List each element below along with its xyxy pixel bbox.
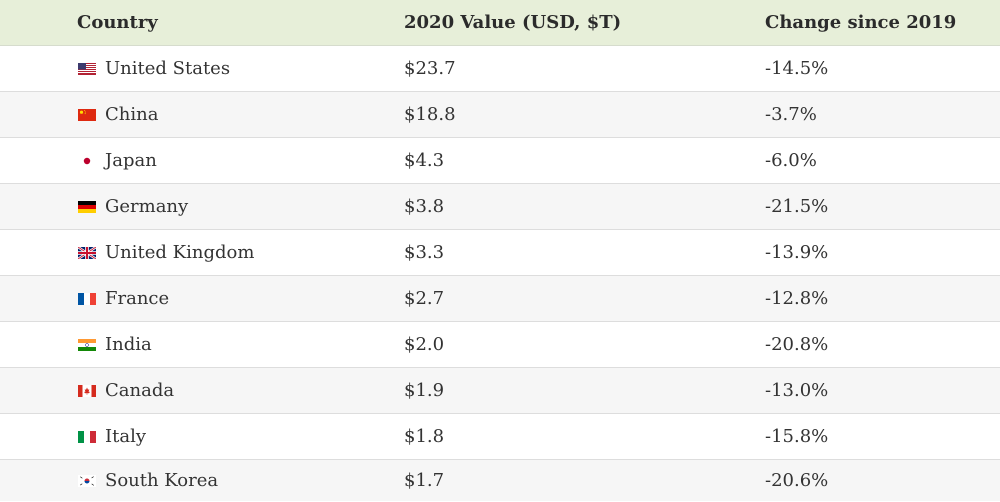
table-row: Italy $1.8 -15.8% bbox=[0, 414, 1000, 460]
country-name: France bbox=[105, 287, 170, 309]
value-cell: $1.7 bbox=[404, 469, 445, 491]
country-cell: Japan bbox=[0, 149, 404, 171]
header-country: Country bbox=[77, 11, 158, 33]
table-row: China $18.8 -3.7% bbox=[0, 92, 1000, 138]
country-cell: India bbox=[0, 333, 404, 355]
cn-flag-icon bbox=[78, 108, 96, 121]
value-cell: $3.8 bbox=[404, 195, 445, 217]
country-name: United States bbox=[105, 57, 231, 79]
country-name: India bbox=[105, 333, 152, 355]
header-change: Change since 2019 bbox=[765, 11, 957, 33]
change-cell: -21.5% bbox=[765, 195, 829, 217]
change-cell: -6.0% bbox=[765, 149, 817, 171]
country-cell: United Kingdom bbox=[0, 241, 404, 263]
value-cell: $4.3 bbox=[404, 149, 445, 171]
country-name: United Kingdom bbox=[105, 241, 255, 263]
country-cell: Canada bbox=[0, 379, 404, 401]
change-cell: -15.8% bbox=[765, 425, 829, 447]
value-cell: $1.9 bbox=[404, 379, 445, 401]
country-name: Germany bbox=[105, 195, 189, 217]
table-row: United States $23.7 -14.5% bbox=[0, 46, 1000, 92]
table-row: Japan $4.3 -6.0% bbox=[0, 138, 1000, 184]
table-row: Germany $3.8 -21.5% bbox=[0, 184, 1000, 230]
in-flag-icon bbox=[78, 338, 96, 351]
country-name: Japan bbox=[105, 149, 157, 171]
jp-flag-icon bbox=[78, 154, 96, 167]
country-cell: Germany bbox=[0, 195, 404, 217]
table-row: United Kingdom $3.3 -13.9% bbox=[0, 230, 1000, 276]
table-row: France $2.7 -12.8% bbox=[0, 276, 1000, 322]
value-cell: $23.7 bbox=[404, 57, 456, 79]
change-cell: -12.8% bbox=[765, 287, 829, 309]
value-cell: $18.8 bbox=[404, 103, 456, 125]
table-header: Country 2020 Value (USD, $T) Change sinc… bbox=[0, 0, 1000, 46]
change-cell: -13.9% bbox=[765, 241, 829, 263]
value-cell: $2.7 bbox=[404, 287, 445, 309]
value-cell: $3.3 bbox=[404, 241, 445, 263]
table-row: India $2.0 -20.8% bbox=[0, 322, 1000, 368]
header-value: 2020 Value (USD, $T) bbox=[404, 11, 622, 33]
table-row: South Korea $1.7 -20.6% bbox=[0, 460, 1000, 501]
country-cell: South Korea bbox=[0, 469, 404, 491]
table-row: Canada $1.9 -13.0% bbox=[0, 368, 1000, 414]
ca-flag-icon bbox=[78, 384, 96, 397]
value-cell: $1.8 bbox=[404, 425, 445, 447]
kr-flag-icon bbox=[78, 474, 96, 487]
country-cell: Italy bbox=[0, 425, 404, 447]
country-name: Italy bbox=[105, 425, 147, 447]
it-flag-icon bbox=[78, 430, 96, 443]
gb-flag-icon bbox=[78, 246, 96, 259]
value-cell: $2.0 bbox=[404, 333, 445, 355]
change-cell: -3.7% bbox=[765, 103, 817, 125]
fr-flag-icon bbox=[78, 292, 96, 305]
change-cell: -14.5% bbox=[765, 57, 829, 79]
table-body: United States $23.7 -14.5% China $18.8 -3.7% J… bbox=[0, 46, 1000, 501]
de-flag-icon bbox=[78, 200, 96, 213]
country-name: China bbox=[105, 103, 159, 125]
change-cell: -13.0% bbox=[765, 379, 829, 401]
country-cell: United States bbox=[0, 57, 404, 79]
country-name: South Korea bbox=[105, 469, 219, 491]
country-name: Canada bbox=[105, 379, 175, 401]
country-cell: China bbox=[0, 103, 404, 125]
change-cell: -20.8% bbox=[765, 333, 829, 355]
us-flag-icon bbox=[78, 62, 96, 75]
country-cell: France bbox=[0, 287, 404, 309]
change-cell: -20.6% bbox=[765, 469, 829, 491]
